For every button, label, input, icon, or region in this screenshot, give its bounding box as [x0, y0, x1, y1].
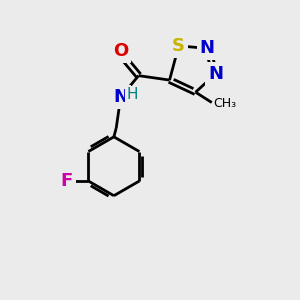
Text: O: O — [113, 42, 128, 60]
Text: S: S — [172, 37, 185, 55]
Text: N: N — [208, 65, 223, 83]
Text: CH₃: CH₃ — [213, 98, 236, 110]
Text: H: H — [126, 87, 138, 102]
Text: N: N — [200, 39, 215, 57]
Text: F: F — [61, 172, 73, 190]
Text: N: N — [113, 88, 128, 106]
